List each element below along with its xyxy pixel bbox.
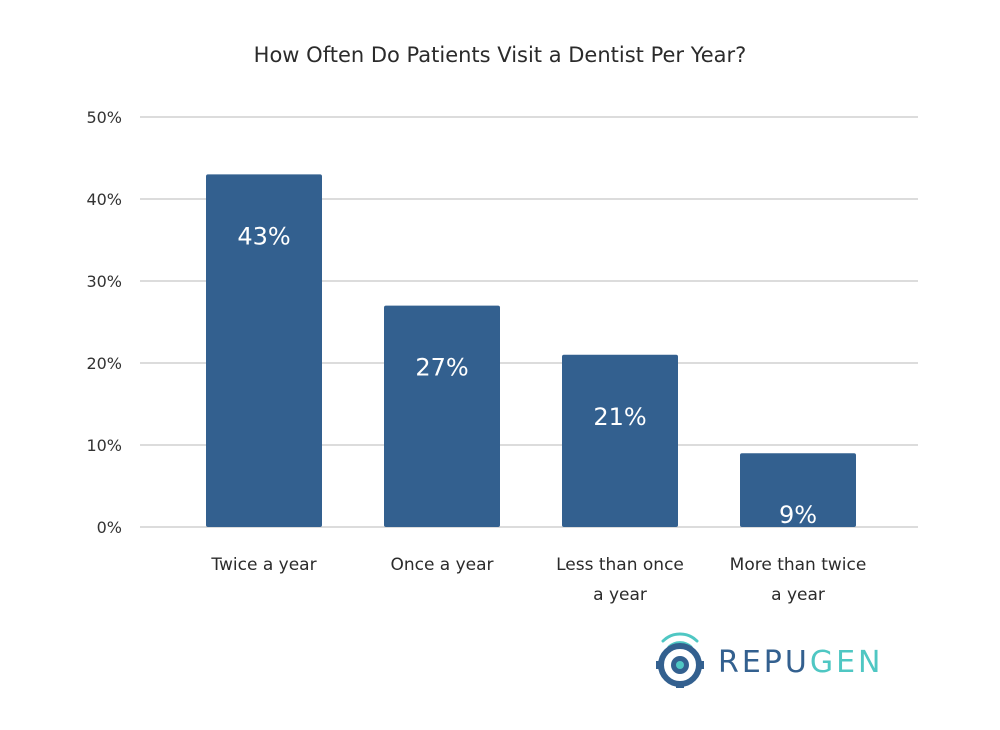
repugen-logo: REPUGEN (656, 632, 884, 688)
x-tick-label: a year (771, 585, 825, 605)
data-labels: 43% 27% 21% 9% (237, 222, 817, 529)
y-tick-label: 30% (86, 272, 122, 291)
bars (206, 174, 856, 527)
data-label: 9% (779, 501, 817, 529)
x-axis-labels: Twice a year Once a year Less than once a y… (210, 555, 866, 605)
brand-name-light: GEN (810, 645, 884, 680)
y-tick-label: 20% (86, 354, 122, 373)
bar (206, 174, 322, 527)
bar (562, 354, 678, 527)
y-tick-label: 50% (86, 108, 122, 127)
bar (740, 453, 856, 527)
data-label: 27% (415, 354, 468, 382)
x-tick-label: Less than once (556, 555, 684, 575)
x-tick-label: a year (593, 585, 647, 605)
y-tick-label: 10% (86, 436, 122, 455)
y-axis-ticks: 0% 10% 20% 30% 40% 50% (86, 108, 122, 537)
bar (384, 305, 500, 527)
repugen-wordmark: REPUGEN (718, 645, 884, 680)
data-label: 21% (593, 403, 646, 431)
x-tick-label: More than twice (730, 555, 867, 575)
chart-title: How Often Do Patients Visit a Dentist Pe… (254, 43, 747, 67)
x-tick-label: Once a year (390, 555, 493, 575)
x-tick-label: Twice a year (210, 555, 316, 575)
repugen-logo-icon (656, 632, 704, 688)
brand-name-dark: REPU (718, 645, 810, 680)
y-tick-label: 40% (86, 190, 122, 209)
data-label: 43% (237, 222, 290, 250)
y-tick-label: 0% (97, 518, 122, 537)
